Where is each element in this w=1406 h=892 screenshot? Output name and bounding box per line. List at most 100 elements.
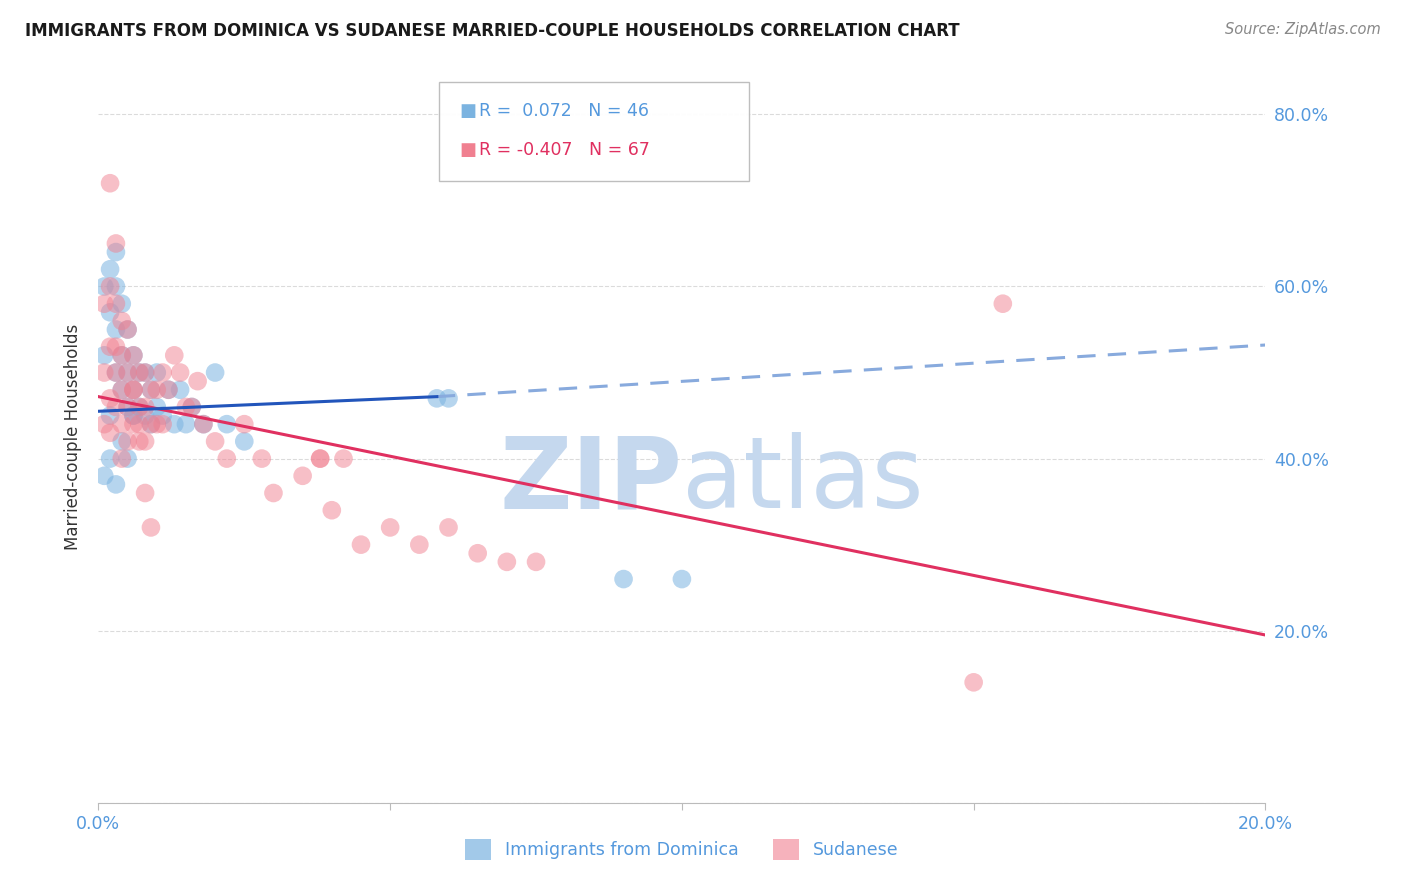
Point <box>146 400 169 414</box>
Point <box>991 296 1014 310</box>
Point <box>104 366 127 380</box>
Point <box>152 409 174 423</box>
Point <box>380 520 402 534</box>
Point <box>215 451 238 466</box>
Point <box>93 348 115 362</box>
Point <box>122 409 145 423</box>
Point <box>122 409 145 423</box>
Point <box>139 383 162 397</box>
Point <box>93 468 115 483</box>
Point <box>174 400 197 414</box>
Point <box>152 366 174 380</box>
Point <box>117 451 139 466</box>
Point <box>962 675 984 690</box>
Text: R = -0.407   N = 67: R = -0.407 N = 67 <box>479 141 651 159</box>
Point <box>437 392 460 406</box>
Point <box>309 451 332 466</box>
Point <box>104 366 127 380</box>
Point <box>104 340 127 354</box>
Point <box>98 451 121 466</box>
Point <box>157 383 180 397</box>
Point <box>122 348 145 362</box>
Point <box>233 417 256 432</box>
Point <box>117 400 139 414</box>
Point <box>204 434 226 449</box>
Point <box>291 468 314 483</box>
Point <box>332 451 354 466</box>
Point <box>104 245 127 260</box>
Point <box>111 383 134 397</box>
Point <box>104 400 127 414</box>
Point <box>204 366 226 380</box>
Text: IMMIGRANTS FROM DOMINICA VS SUDANESE MARRIED-COUPLE HOUSEHOLDS CORRELATION CHART: IMMIGRANTS FROM DOMINICA VS SUDANESE MAR… <box>25 22 960 40</box>
Point <box>122 383 145 397</box>
Point <box>111 314 134 328</box>
Point <box>117 322 139 336</box>
Point <box>104 236 127 251</box>
Text: Source: ZipAtlas.com: Source: ZipAtlas.com <box>1225 22 1381 37</box>
Point <box>93 366 115 380</box>
Point <box>134 409 156 423</box>
Point <box>122 348 145 362</box>
Point <box>350 538 373 552</box>
Point <box>117 434 139 449</box>
Text: ■: ■ <box>460 103 477 120</box>
Point <box>122 383 145 397</box>
Point <box>111 296 134 310</box>
Point <box>146 417 169 432</box>
Point <box>250 451 273 466</box>
Point <box>104 477 127 491</box>
Point <box>93 279 115 293</box>
Point <box>98 340 121 354</box>
Point <box>104 322 127 336</box>
Point <box>524 555 547 569</box>
Point <box>122 383 145 397</box>
Point <box>180 400 202 414</box>
Point <box>152 417 174 432</box>
Point <box>111 434 134 449</box>
Point <box>117 322 139 336</box>
Point <box>146 383 169 397</box>
Point <box>321 503 343 517</box>
Point <box>163 348 186 362</box>
Point <box>139 520 162 534</box>
Point <box>139 417 162 432</box>
Point <box>612 572 634 586</box>
Point <box>426 392 449 406</box>
Point <box>98 279 121 293</box>
Point <box>157 383 180 397</box>
Point <box>169 383 191 397</box>
Point <box>309 451 332 466</box>
Point <box>146 366 169 380</box>
Point <box>98 392 121 406</box>
Point <box>134 366 156 380</box>
Point <box>104 279 127 293</box>
Text: R =  0.072   N = 46: R = 0.072 N = 46 <box>479 103 650 120</box>
Point <box>233 434 256 449</box>
Point <box>93 296 115 310</box>
Point <box>98 305 121 319</box>
Point <box>262 486 284 500</box>
Point <box>122 417 145 432</box>
Point <box>128 417 150 432</box>
Point <box>215 417 238 432</box>
Point <box>193 417 215 432</box>
Point <box>174 417 197 432</box>
Point <box>496 555 519 569</box>
Y-axis label: Married-couple Households: Married-couple Households <box>63 324 82 550</box>
Point <box>128 366 150 380</box>
Point <box>98 409 121 423</box>
Point <box>98 425 121 440</box>
Point <box>98 262 121 277</box>
Point <box>408 538 430 552</box>
Point <box>169 366 191 380</box>
Point <box>134 434 156 449</box>
Point <box>180 400 202 414</box>
Point <box>437 520 460 534</box>
Point <box>117 366 139 380</box>
Point <box>187 374 209 388</box>
Legend: Immigrants from Dominica, Sudanese: Immigrants from Dominica, Sudanese <box>458 832 905 867</box>
Point <box>163 417 186 432</box>
Point <box>98 176 121 190</box>
Point <box>134 400 156 414</box>
